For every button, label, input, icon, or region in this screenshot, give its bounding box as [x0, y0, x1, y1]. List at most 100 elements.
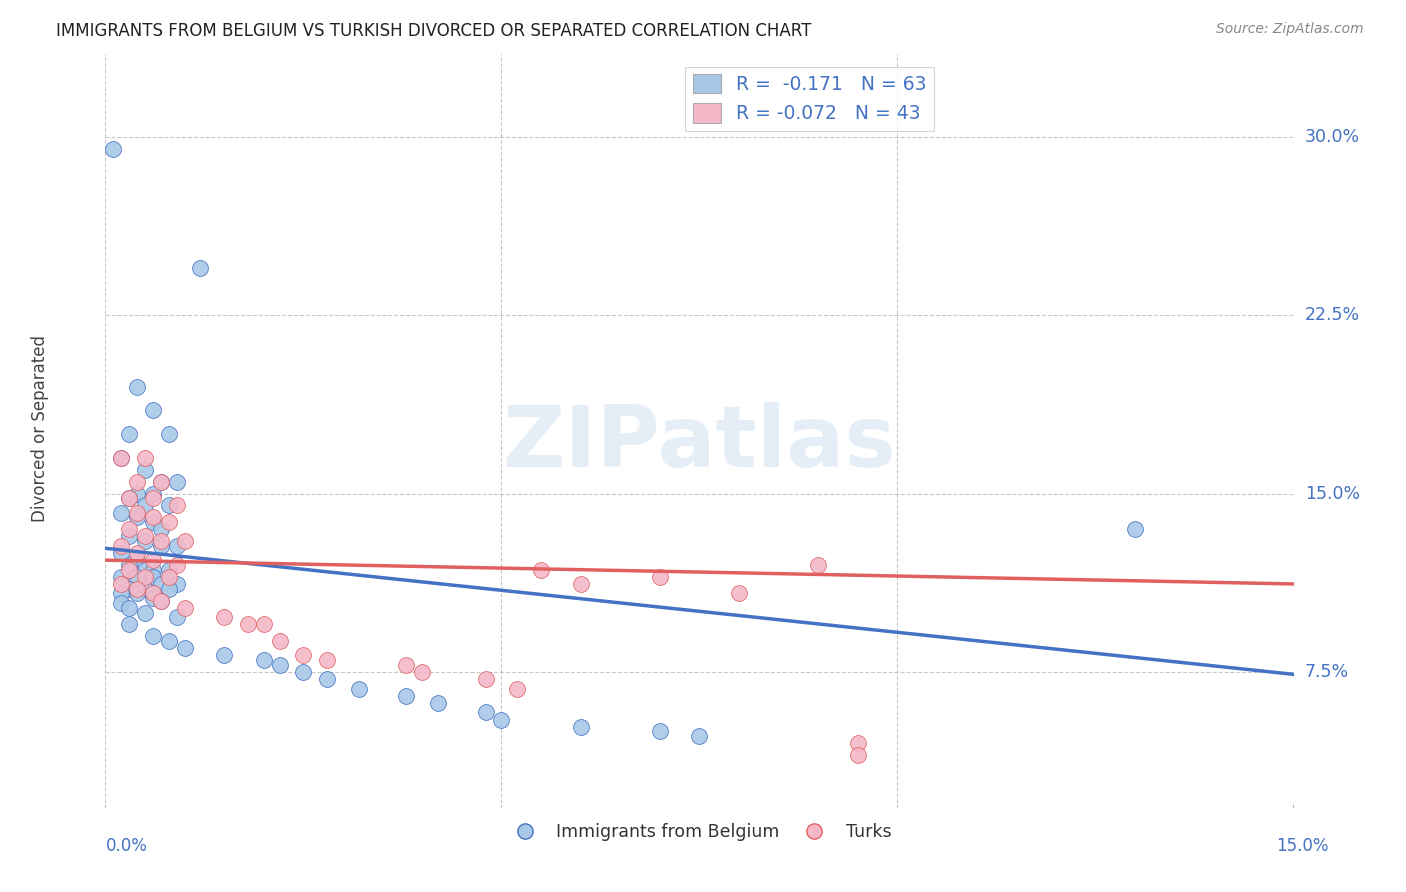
Point	[569, 720, 592, 734]
Text: 7.5%: 7.5%	[1305, 663, 1348, 681]
Point	[807, 558, 830, 572]
Point	[142, 563, 165, 577]
Point	[110, 539, 132, 553]
Point	[134, 463, 156, 477]
Point	[648, 724, 671, 739]
Point	[149, 475, 172, 489]
Point	[110, 577, 132, 591]
Point	[157, 582, 180, 596]
Point	[118, 491, 141, 506]
Point	[1123, 522, 1146, 536]
Point	[236, 617, 259, 632]
Point	[316, 672, 339, 686]
Point	[142, 491, 165, 506]
Point	[142, 570, 165, 584]
Point	[166, 539, 188, 553]
Point	[214, 648, 236, 663]
Point	[347, 681, 370, 696]
Point	[127, 379, 149, 393]
Text: 15.0%: 15.0%	[1277, 837, 1329, 855]
Text: Divorced or Separated: Divorced or Separated	[31, 334, 49, 522]
Point	[173, 600, 195, 615]
Point	[157, 563, 180, 577]
Point	[142, 586, 165, 600]
Point	[166, 475, 188, 489]
Point	[127, 570, 149, 584]
Point	[127, 506, 149, 520]
Point	[157, 634, 180, 648]
Point	[134, 606, 156, 620]
Point	[157, 499, 180, 513]
Point	[134, 570, 156, 584]
Point	[118, 558, 141, 572]
Legend: Immigrants from Belgium, Turks: Immigrants from Belgium, Turks	[501, 816, 898, 848]
Point	[253, 617, 276, 632]
Point	[127, 582, 149, 596]
Point	[166, 610, 188, 624]
Point	[269, 634, 291, 648]
Point	[142, 553, 165, 567]
Point	[728, 586, 751, 600]
Point	[110, 586, 132, 600]
Point	[142, 510, 165, 524]
Point	[395, 689, 418, 703]
Point	[149, 534, 172, 549]
Point	[292, 665, 315, 679]
Point	[190, 260, 212, 275]
Point	[103, 142, 125, 156]
Text: 15.0%: 15.0%	[1305, 484, 1360, 502]
Point	[110, 570, 132, 584]
Text: 0.0%: 0.0%	[105, 837, 148, 855]
Point	[127, 510, 149, 524]
Point	[127, 553, 149, 567]
Point	[214, 610, 236, 624]
Point	[149, 522, 172, 536]
Text: 30.0%: 30.0%	[1305, 128, 1360, 145]
Point	[110, 506, 132, 520]
Point	[474, 672, 496, 686]
Point	[127, 486, 149, 500]
Point	[118, 529, 141, 543]
Point	[134, 450, 156, 465]
Point	[149, 577, 172, 591]
Point	[110, 546, 132, 560]
Point	[127, 546, 149, 560]
Point	[316, 653, 339, 667]
Point	[142, 629, 165, 643]
Point	[149, 593, 172, 607]
Text: 22.5%: 22.5%	[1305, 306, 1360, 324]
Point	[142, 515, 165, 529]
Point	[157, 570, 180, 584]
Point	[395, 657, 418, 672]
Point	[569, 577, 592, 591]
Point	[157, 515, 180, 529]
Point	[110, 450, 132, 465]
Text: Source: ZipAtlas.com: Source: ZipAtlas.com	[1216, 22, 1364, 37]
Point	[166, 577, 188, 591]
Point	[110, 596, 132, 610]
Point	[134, 529, 156, 543]
Point	[689, 729, 711, 743]
Point	[166, 558, 188, 572]
Point	[110, 450, 132, 465]
Point	[411, 665, 433, 679]
Point	[118, 427, 141, 442]
Point	[253, 653, 276, 667]
Point	[118, 491, 141, 506]
Point	[134, 499, 156, 513]
Point	[118, 522, 141, 536]
Point	[149, 475, 172, 489]
Point	[142, 486, 165, 500]
Point	[127, 475, 149, 489]
Point	[142, 403, 165, 417]
Point	[149, 593, 172, 607]
Point	[134, 582, 156, 596]
Point	[474, 706, 496, 720]
Point	[118, 582, 141, 596]
Text: IMMIGRANTS FROM BELGIUM VS TURKISH DIVORCED OR SEPARATED CORRELATION CHART: IMMIGRANTS FROM BELGIUM VS TURKISH DIVOR…	[56, 22, 811, 40]
Point	[846, 736, 869, 750]
Point	[173, 641, 195, 656]
Point	[427, 696, 450, 710]
Point	[166, 499, 188, 513]
Point	[118, 617, 141, 632]
